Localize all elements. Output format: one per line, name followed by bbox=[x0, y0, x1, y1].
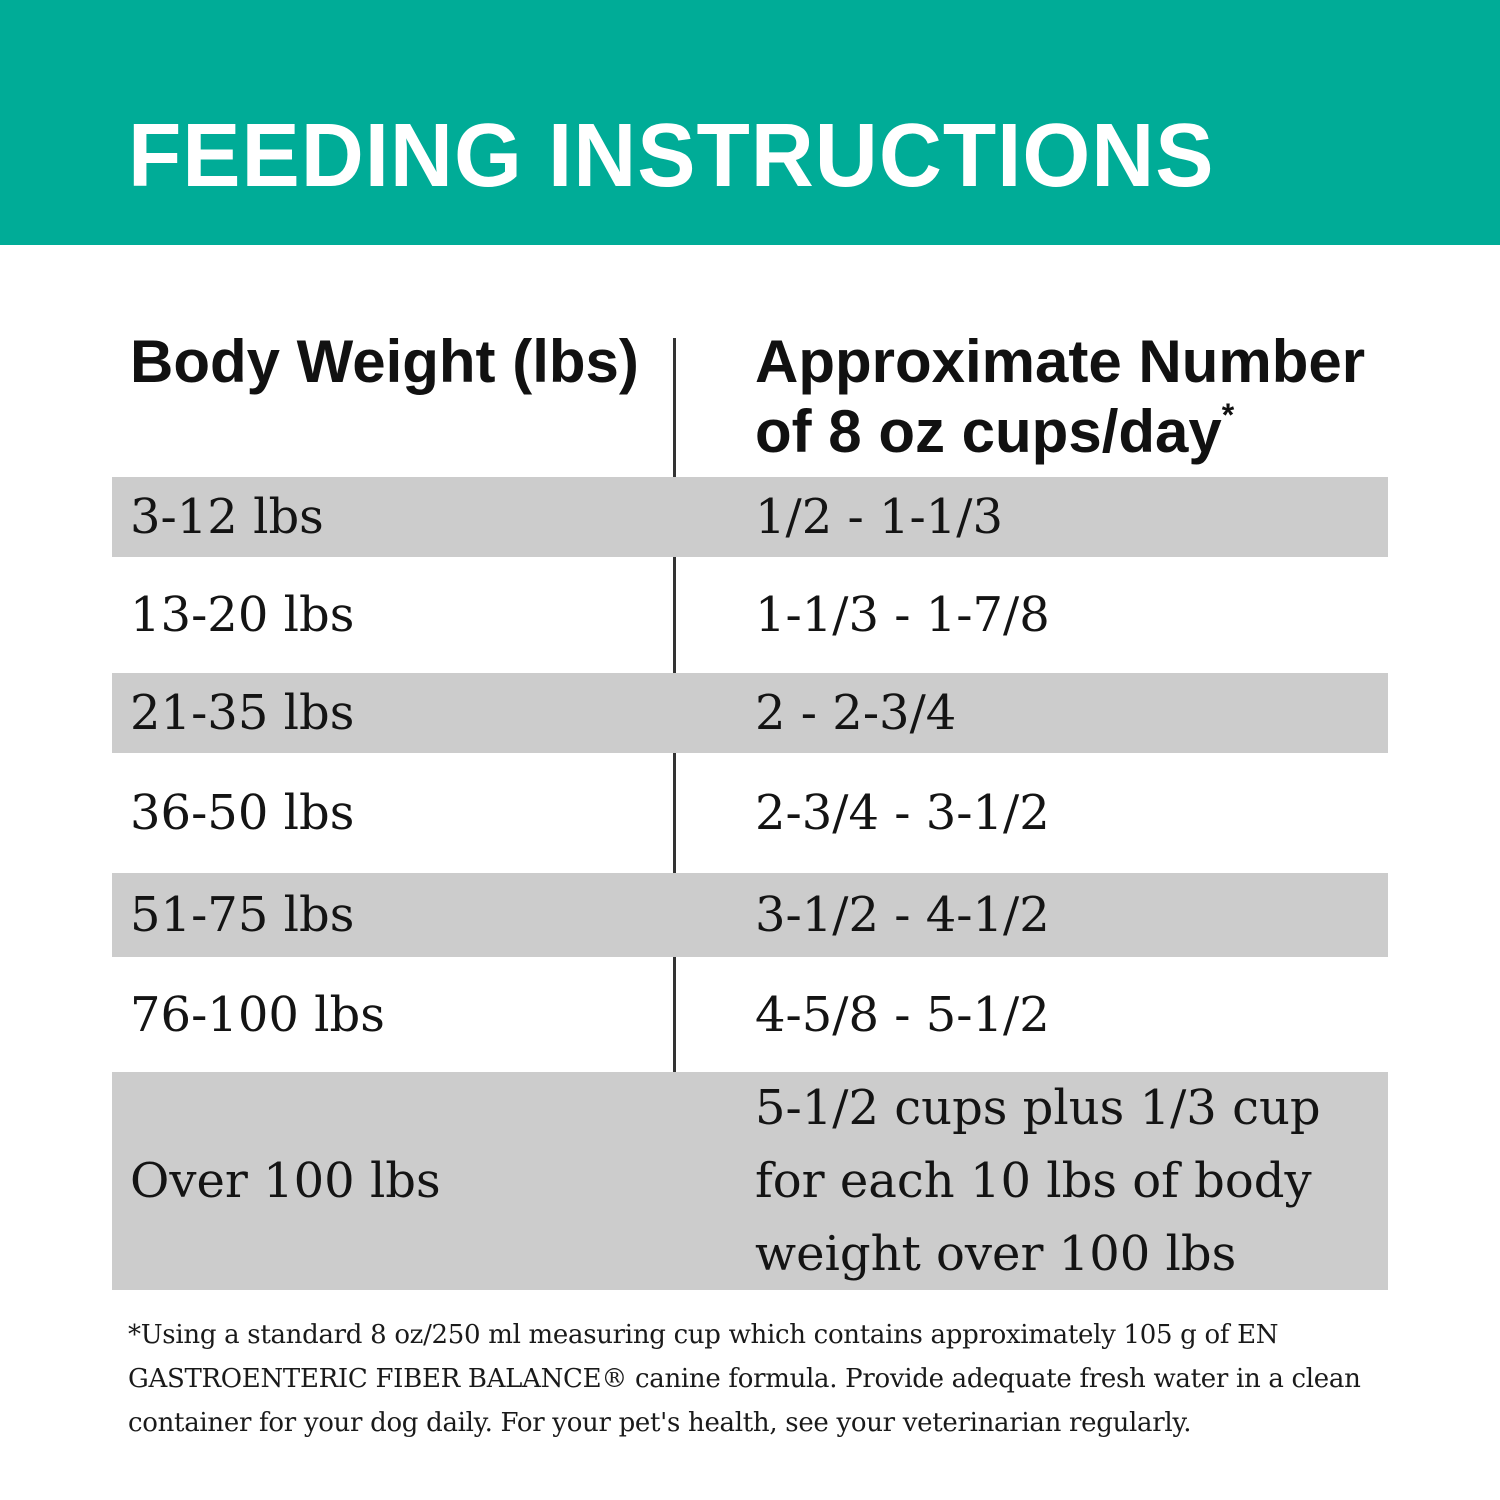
cups-cell: 1/2 - 1-1/3 bbox=[755, 489, 1003, 545]
body-weight-cell: 13-20 lbs bbox=[130, 587, 355, 643]
column-header-cups-line2: of 8 oz cups/day bbox=[755, 398, 1222, 465]
footnote: *Using a standard 8 oz/250 ml measuring … bbox=[128, 1320, 1361, 1438]
column-divider bbox=[673, 338, 676, 1290]
title-banner: FEEDING INSTRUCTIONS bbox=[0, 0, 1500, 245]
table-body: 3-12 lbs 1/2 - 1-1/3 13-20 lbs 1-1/3 - 1… bbox=[112, 477, 1388, 1290]
cups-cell: 2-3/4 - 3-1/2 bbox=[755, 785, 1050, 841]
page-title: FEEDING INSTRUCTIONS bbox=[128, 106, 1215, 206]
cups-cell: 5-1/2 cups plus 1/3 cup for each 10 lbs … bbox=[755, 1079, 1321, 1282]
table-row: 36-50 lbs 2-3/4 - 3-1/2 bbox=[112, 753, 1388, 873]
table-row: 3-12 lbs 1/2 - 1-1/3 bbox=[112, 477, 1388, 557]
body-weight-cell: 36-50 lbs bbox=[130, 785, 355, 841]
table-row: 51-75 lbs 3-1/2 - 4-1/2 bbox=[112, 873, 1388, 957]
body-weight-cell: Over 100 lbs bbox=[130, 1153, 441, 1209]
cups-cell: 1-1/3 - 1-7/8 bbox=[755, 587, 1050, 643]
body-weight-cell: 76-100 lbs bbox=[130, 986, 385, 1043]
body-weight-cell: 51-75 lbs bbox=[130, 887, 355, 943]
table-row: 13-20 lbs 1-1/3 - 1-7/8 bbox=[112, 557, 1388, 673]
cups-cell: 2 - 2-3/4 bbox=[755, 685, 957, 741]
body-weight-cell: 21-35 lbs bbox=[130, 685, 355, 741]
column-header-body-weight: Body Weight (lbs) bbox=[130, 328, 639, 395]
body-weight-cell: 3-12 lbs bbox=[130, 489, 324, 545]
footnote-marker: * bbox=[1221, 397, 1235, 433]
table-row: Over 100 lbs 5-1/2 cups plus 1/3 cup for… bbox=[112, 1072, 1388, 1290]
cups-cell: 3-1/2 - 4-1/2 bbox=[755, 887, 1050, 943]
table-row: 76-100 lbs 4-5/8 - 5-1/2 bbox=[112, 957, 1388, 1072]
table-row: 21-35 lbs 2 - 2-3/4 bbox=[112, 673, 1388, 753]
cups-cell: 4-5/8 - 5-1/2 bbox=[755, 986, 1050, 1043]
column-header-cups: Approximate Number of 8 oz cups/day* bbox=[755, 327, 1395, 467]
column-header-cups-line1: Approximate Number bbox=[755, 328, 1366, 395]
